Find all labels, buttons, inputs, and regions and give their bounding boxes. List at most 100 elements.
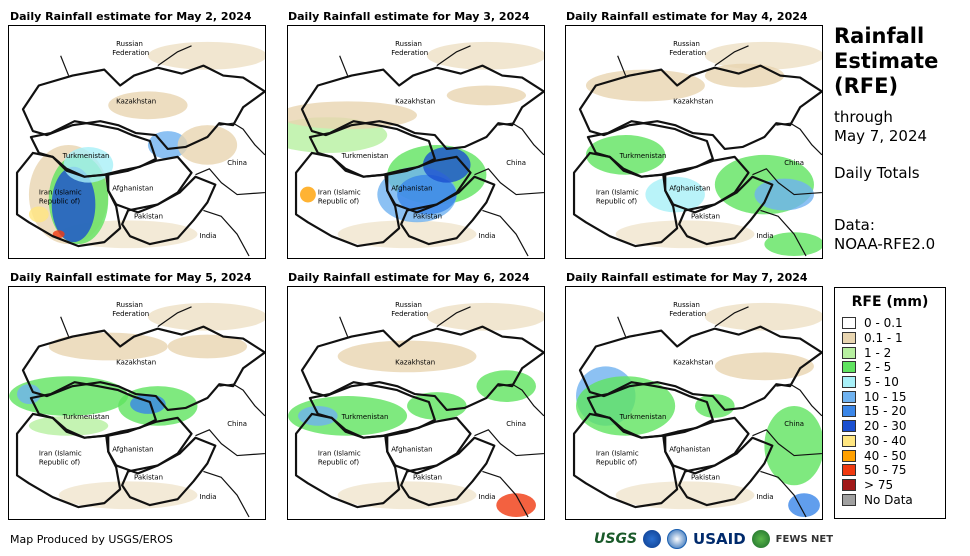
legend-item: 50 - 75 <box>835 463 945 478</box>
label-iran: Iran (Islamic <box>596 450 639 458</box>
panel-title-may2: Daily Rainfall estimate for May 2, 2024 <box>10 10 252 23</box>
legend-label: 10 - 15 <box>864 389 907 404</box>
rainfall-area <box>177 125 238 165</box>
label-kazakhstan: Kazakhstan <box>395 358 435 366</box>
panel-title-may6: Daily Rainfall estimate for May 6, 2024 <box>288 271 530 284</box>
label-russia: Russian <box>395 40 422 48</box>
rainfall-area <box>397 174 457 215</box>
country-boundary <box>617 45 807 257</box>
label-kazakhstan: Kazakhstan <box>395 97 435 105</box>
label-afghanistan: Afghanistan <box>391 446 432 454</box>
rainfall-area <box>28 206 49 223</box>
label-turkmenistan: Turkmenistan <box>619 413 667 421</box>
label-iran: Iran (Islamic <box>39 450 82 458</box>
legend-swatch <box>842 390 856 403</box>
rainfall-area <box>645 176 705 213</box>
country-boundary <box>578 325 822 412</box>
label-federation: Federation <box>112 310 149 318</box>
rainfall-area <box>147 302 265 331</box>
label-pakistan: Pakistan <box>134 212 163 220</box>
legend-item: 5 - 10 <box>835 375 945 390</box>
label-india: India <box>478 493 495 501</box>
label-afghanistan: Afghanistan <box>112 446 153 454</box>
legend-swatch <box>842 332 856 345</box>
noaa-logo-icon <box>643 530 662 548</box>
label-iran-2: Republic of) <box>39 458 81 466</box>
label-federation: Federation <box>669 49 706 57</box>
rainfall-area <box>576 376 676 436</box>
legend-swatch <box>842 346 856 359</box>
country-boundary <box>400 436 496 507</box>
legend-label: > 75 <box>864 477 894 492</box>
country-boundary <box>21 325 265 412</box>
legend-swatch <box>842 317 856 330</box>
legend-label: 0 - 0.1 <box>864 316 903 331</box>
rainfall-area <box>426 302 544 331</box>
label-china: China <box>506 420 526 428</box>
country-boundary <box>195 383 265 457</box>
rainfall-area <box>407 392 467 420</box>
data-label: Data: <box>834 216 875 234</box>
legend-label: No Data <box>864 492 913 507</box>
fews-logo-icon <box>751 530 770 548</box>
label-iran: Iran (Islamic <box>318 450 361 458</box>
rainfall-area <box>704 41 822 70</box>
country-boundary <box>195 122 265 196</box>
legend-item: 0.1 - 1 <box>835 331 945 346</box>
usgs-logo: USGS <box>594 531 638 547</box>
country-boundary <box>60 45 250 257</box>
map-may5: Russian Federation Kazakhstan Turkmenistan C… <box>8 286 266 520</box>
country-boundary <box>400 175 496 246</box>
label-iran-2: Republic of) <box>596 458 638 466</box>
panel-title-may3: Daily Rainfall estimate for May 3, 2024 <box>288 10 530 23</box>
map-may2: Russian Federation Kazakhstan Turkmenistan C… <box>8 25 266 259</box>
through-date: May 7, 2024 <box>834 127 928 145</box>
rainfall-area <box>426 41 544 70</box>
country-boundary <box>294 151 401 248</box>
legend-label: 20 - 30 <box>864 419 907 434</box>
label-china: China <box>784 420 804 428</box>
legend-label: 15 - 20 <box>864 404 907 419</box>
legend-swatch <box>842 405 856 418</box>
rainfall-area <box>51 166 96 243</box>
country-boundary <box>300 64 544 151</box>
legend-swatch <box>842 420 856 433</box>
legend-label: 0.1 - 1 <box>864 331 903 346</box>
label-federation: Federation <box>391 310 428 318</box>
label-afghanistan: Afghanistan <box>391 185 432 193</box>
label-federation: Federation <box>112 49 149 57</box>
label-iran-2: Republic of) <box>318 458 360 466</box>
rainfall-area <box>714 352 814 381</box>
label-federation: Federation <box>391 49 428 57</box>
country-boundary <box>474 122 544 196</box>
legend-item: 2 - 5 <box>835 360 945 375</box>
rainfall-area <box>48 332 168 361</box>
legend-swatch <box>842 434 856 447</box>
country-boundary <box>678 436 774 507</box>
rainfall-area <box>147 41 265 70</box>
country-boundary <box>474 383 544 457</box>
label-pakistan: Pakistan <box>413 473 442 481</box>
label-turkmenistan: Turkmenistan <box>341 152 389 160</box>
label-russia: Russian <box>116 40 143 48</box>
label-china: China <box>506 159 526 167</box>
country-boundary <box>752 383 822 457</box>
country-boundary <box>617 306 807 518</box>
legend-item: 0 - 0.1 <box>835 316 945 331</box>
rainfall-area <box>167 334 248 359</box>
country-boundary <box>339 306 529 518</box>
label-afghanistan: Afghanistan <box>669 185 710 193</box>
label-china: China <box>227 420 247 428</box>
legend-label: 40 - 50 <box>864 448 907 463</box>
legend-swatch <box>842 376 856 389</box>
label-china: China <box>784 159 804 167</box>
legend-item: 10 - 15 <box>835 389 945 404</box>
map-may7: Russian Federation Kazakhstan Turkmenistan C… <box>565 286 823 520</box>
rainfall-area <box>585 69 705 102</box>
rainfall-area <box>704 302 822 331</box>
country-boundary <box>572 412 679 509</box>
country-boundary <box>15 412 122 509</box>
